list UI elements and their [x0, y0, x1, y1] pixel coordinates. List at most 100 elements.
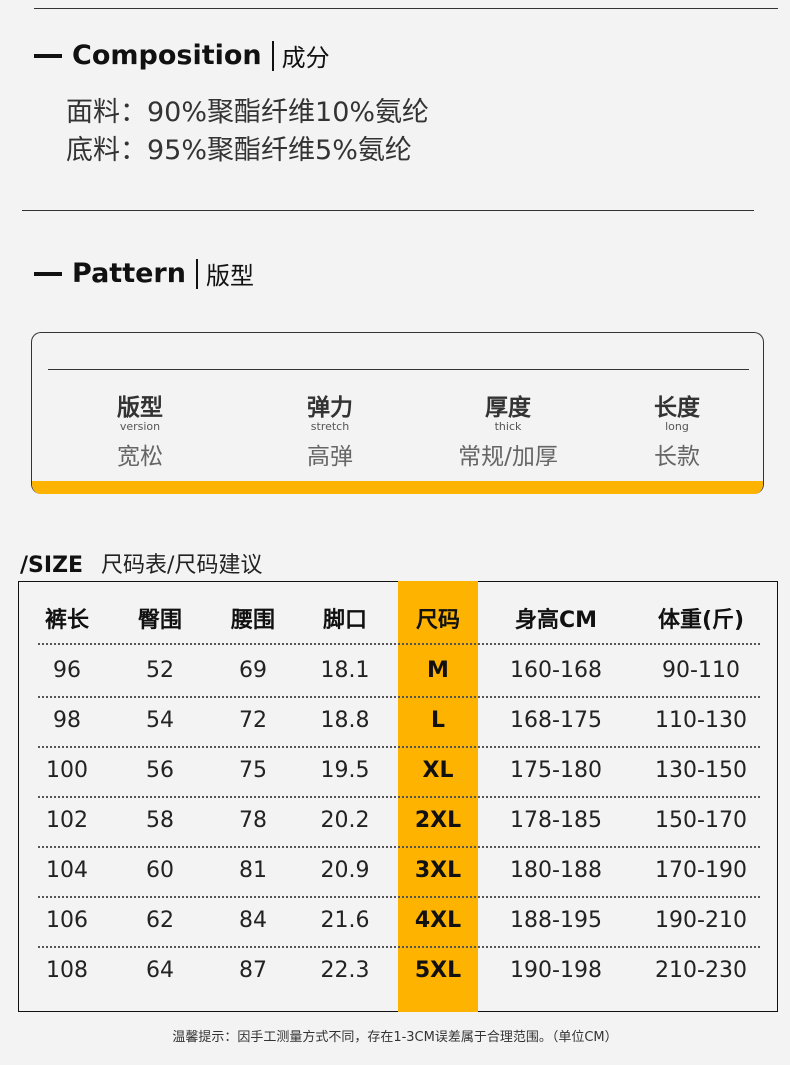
composition-title-cn: 成分 [281, 44, 330, 72]
column-header: 尺码 [415, 608, 460, 633]
table-cell: 90-110 [662, 658, 740, 683]
dash-icon [34, 271, 62, 276]
table-cell: 58 [146, 808, 174, 833]
table-cell: 81 [239, 858, 267, 883]
table-cell: 190-198 [510, 958, 602, 983]
table-cell: 180-188 [510, 858, 602, 883]
table-cell: 54 [146, 708, 174, 733]
measurement-note: 温馨提示：因手工测量方式不同，存在1-3CM误差属于合理范围。（单位CM） [172, 1030, 618, 1045]
row-divider [38, 796, 760, 798]
table-cell: 110-130 [655, 708, 747, 733]
row-divider [38, 746, 760, 748]
table-cell: 104 [46, 858, 88, 883]
lining-line: 底料：95%聚酯纤维5%氨纶 [66, 135, 412, 166]
size-label: M [427, 658, 449, 683]
attr-label: 厚度 [485, 395, 531, 421]
pattern-title-en: Pattern [72, 258, 186, 289]
attr-value: 常规/加厚 [458, 444, 558, 470]
attr-label: 弹力 [307, 395, 353, 421]
table-cell: 170-190 [655, 858, 747, 883]
column-header: 腰围 [230, 608, 275, 633]
table-cell: 175-180 [510, 758, 602, 783]
table-cell: 87 [239, 958, 267, 983]
table-cell: 20.9 [320, 858, 370, 883]
attr-label-en: version [119, 420, 161, 433]
table-cell: 18.1 [320, 658, 370, 683]
size-label: 5XL [414, 958, 462, 983]
table-cell: 75 [239, 758, 267, 783]
table-cell: 160-168 [510, 658, 602, 683]
table-cell: 84 [239, 908, 267, 933]
table-cell: 102 [46, 808, 88, 833]
composition-heading: Composition 成分 [34, 38, 330, 73]
row-divider [38, 896, 760, 898]
table-cell: 56 [146, 758, 174, 783]
table-cell: 19.5 [320, 758, 370, 783]
composition-title-en: Composition [72, 40, 262, 71]
table-cell: 188-195 [510, 908, 602, 933]
column-header: 脚口 [322, 608, 367, 633]
table-cell: 64 [146, 958, 174, 983]
table-cell: 108 [46, 958, 88, 983]
column-header: 体重(斤) [657, 608, 745, 633]
table-cell: 69 [239, 658, 267, 683]
attr-thick: 厚度 thick 常规/加厚 [428, 388, 588, 471]
table-cell: 20.2 [320, 808, 370, 833]
top-divider [34, 8, 778, 9]
attr-label: 版型 [117, 395, 163, 421]
size-label: L [430, 708, 446, 733]
table-cell: 62 [146, 908, 174, 933]
table-cell: 72 [239, 708, 267, 733]
table-cell: 168-175 [510, 708, 602, 733]
table-cell: 178-185 [510, 808, 602, 833]
attr-value: 高弹 [307, 444, 353, 470]
attr-value: 长款 [654, 444, 700, 470]
table-cell: 100 [46, 758, 88, 783]
pattern-card: 版型 version 宽松 弹力 stretch 高弹 厚度 thick 常规/… [31, 332, 764, 494]
table-cell: 60 [146, 858, 174, 883]
column-header: 臀围 [137, 608, 182, 633]
table-cell: 78 [239, 808, 267, 833]
attr-long: 长度 long 长款 [597, 388, 757, 471]
size-label: XL [422, 758, 454, 783]
table-cell: 106 [46, 908, 88, 933]
attr-label-en: stretch [310, 420, 350, 433]
attr-version: 版型 version 宽松 [60, 388, 220, 471]
row-divider [38, 643, 760, 645]
section-divider [22, 210, 754, 211]
attr-label-en: long [665, 420, 689, 433]
row-divider [38, 846, 760, 848]
table-cell: 52 [146, 658, 174, 683]
table-cell: 150-170 [655, 808, 747, 833]
accent-bar [32, 481, 763, 494]
table-cell: 96 [53, 658, 81, 683]
attr-label: 长度 [654, 395, 700, 421]
card-divider [48, 369, 749, 370]
row-divider [38, 696, 760, 698]
column-header: 身高CM [514, 608, 598, 633]
separator [195, 258, 198, 289]
size-title-en: /SIZE [20, 553, 84, 578]
attr-stretch: 弹力 stretch 高弹 [250, 388, 410, 471]
dash-icon [34, 53, 62, 58]
pattern-heading: Pattern 版型 [34, 256, 254, 291]
column-header: 裤长 [44, 608, 89, 633]
table-cell: 18.8 [320, 708, 370, 733]
table-cell: 130-150 [655, 758, 747, 783]
size-label: 2XL [414, 808, 462, 833]
size-title-cn: 尺码表/尺码建议 [101, 553, 263, 578]
attr-label-en: thick [494, 420, 522, 433]
size-label: 3XL [414, 858, 462, 883]
size-label: 4XL [414, 908, 462, 933]
attr-value: 宽松 [117, 444, 163, 470]
size-heading: /SIZE 尺码表/尺码建议 [20, 547, 262, 579]
table-cell: 210-230 [655, 958, 747, 983]
row-divider [38, 946, 760, 948]
table-cell: 21.6 [320, 908, 370, 933]
pattern-title-cn: 版型 [205, 262, 254, 290]
separator [271, 40, 274, 71]
table-cell: 98 [53, 708, 81, 733]
fabric-line: 面料：90%聚酯纤维10%氨纶 [66, 97, 430, 128]
table-cell: 190-210 [655, 908, 747, 933]
table-cell: 22.3 [320, 958, 370, 983]
